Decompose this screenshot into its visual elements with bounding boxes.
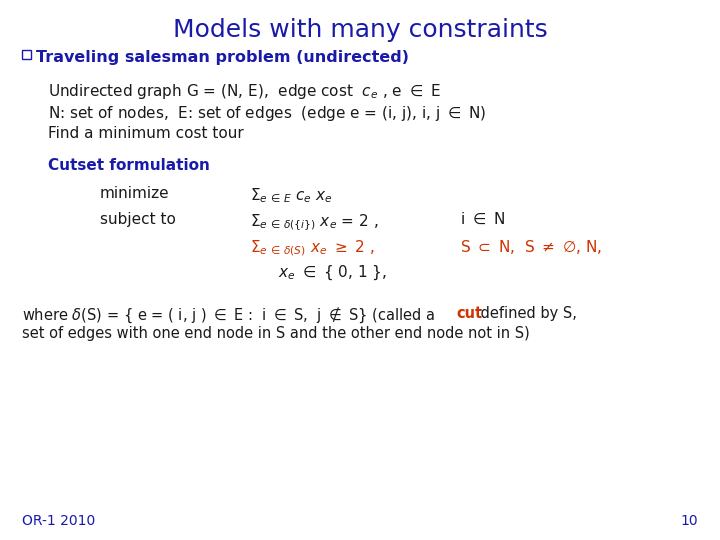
Text: Find a minimum cost tour: Find a minimum cost tour [48,126,244,141]
Text: $\Sigma_{e\,\in\,\delta(\{i\})}$ $x_e$ = 2 ,: $\Sigma_{e\,\in\,\delta(\{i\})}$ $x_e$ =… [250,212,379,232]
Bar [22,50,31,59]
Text: cut: cut [456,306,482,321]
Text: OR-1 2010: OR-1 2010 [22,514,95,528]
Text: set of edges with one end node in S and the other end node not in S): set of edges with one end node in S and … [22,326,530,341]
Text: $x_e$ $\in$ { 0, 1 },: $x_e$ $\in$ { 0, 1 }, [278,264,387,282]
Text: defined by S,: defined by S, [476,306,577,321]
Text: $\Sigma_{e\,\in\,E}$ $c_e$ $x_e$: $\Sigma_{e\,\in\,E}$ $c_e$ $x_e$ [250,186,333,204]
Text: minimize: minimize [100,186,170,201]
Text: Traveling salesman problem (undirected): Traveling salesman problem (undirected) [36,50,409,65]
Text: Undirected graph G = (N, E),  edge cost  $c_e$ , e $\in$ E: Undirected graph G = (N, E), edge cost $… [48,82,441,101]
Text: i $\in$ N: i $\in$ N [460,212,505,227]
Text: Models with many constraints: Models with many constraints [173,18,547,42]
Text: Cutset formulation: Cutset formulation [48,158,210,173]
Text: where $\delta$(S) = { e = ( i, j ) $\in$ E :  i $\in$ S,  j $\notin$ S} (called : where $\delta$(S) = { e = ( i, j ) $\in$… [22,306,436,326]
Text: $\Sigma_{e\,\in\,\delta(S)}$ $x_e$ $\geq$ 2 ,: $\Sigma_{e\,\in\,\delta(S)}$ $x_e$ $\geq… [250,238,374,258]
Text: 10: 10 [680,514,698,528]
Text: S $\subset$ N,  S $\neq$ $\emptyset$, N,: S $\subset$ N, S $\neq$ $\emptyset$, N, [460,238,602,256]
Text: N: set of nodes,  E: set of edges  (edge e = (i, j), i, j $\in$ N): N: set of nodes, E: set of edges (edge e… [48,104,486,123]
Text: subject to: subject to [100,212,176,227]
